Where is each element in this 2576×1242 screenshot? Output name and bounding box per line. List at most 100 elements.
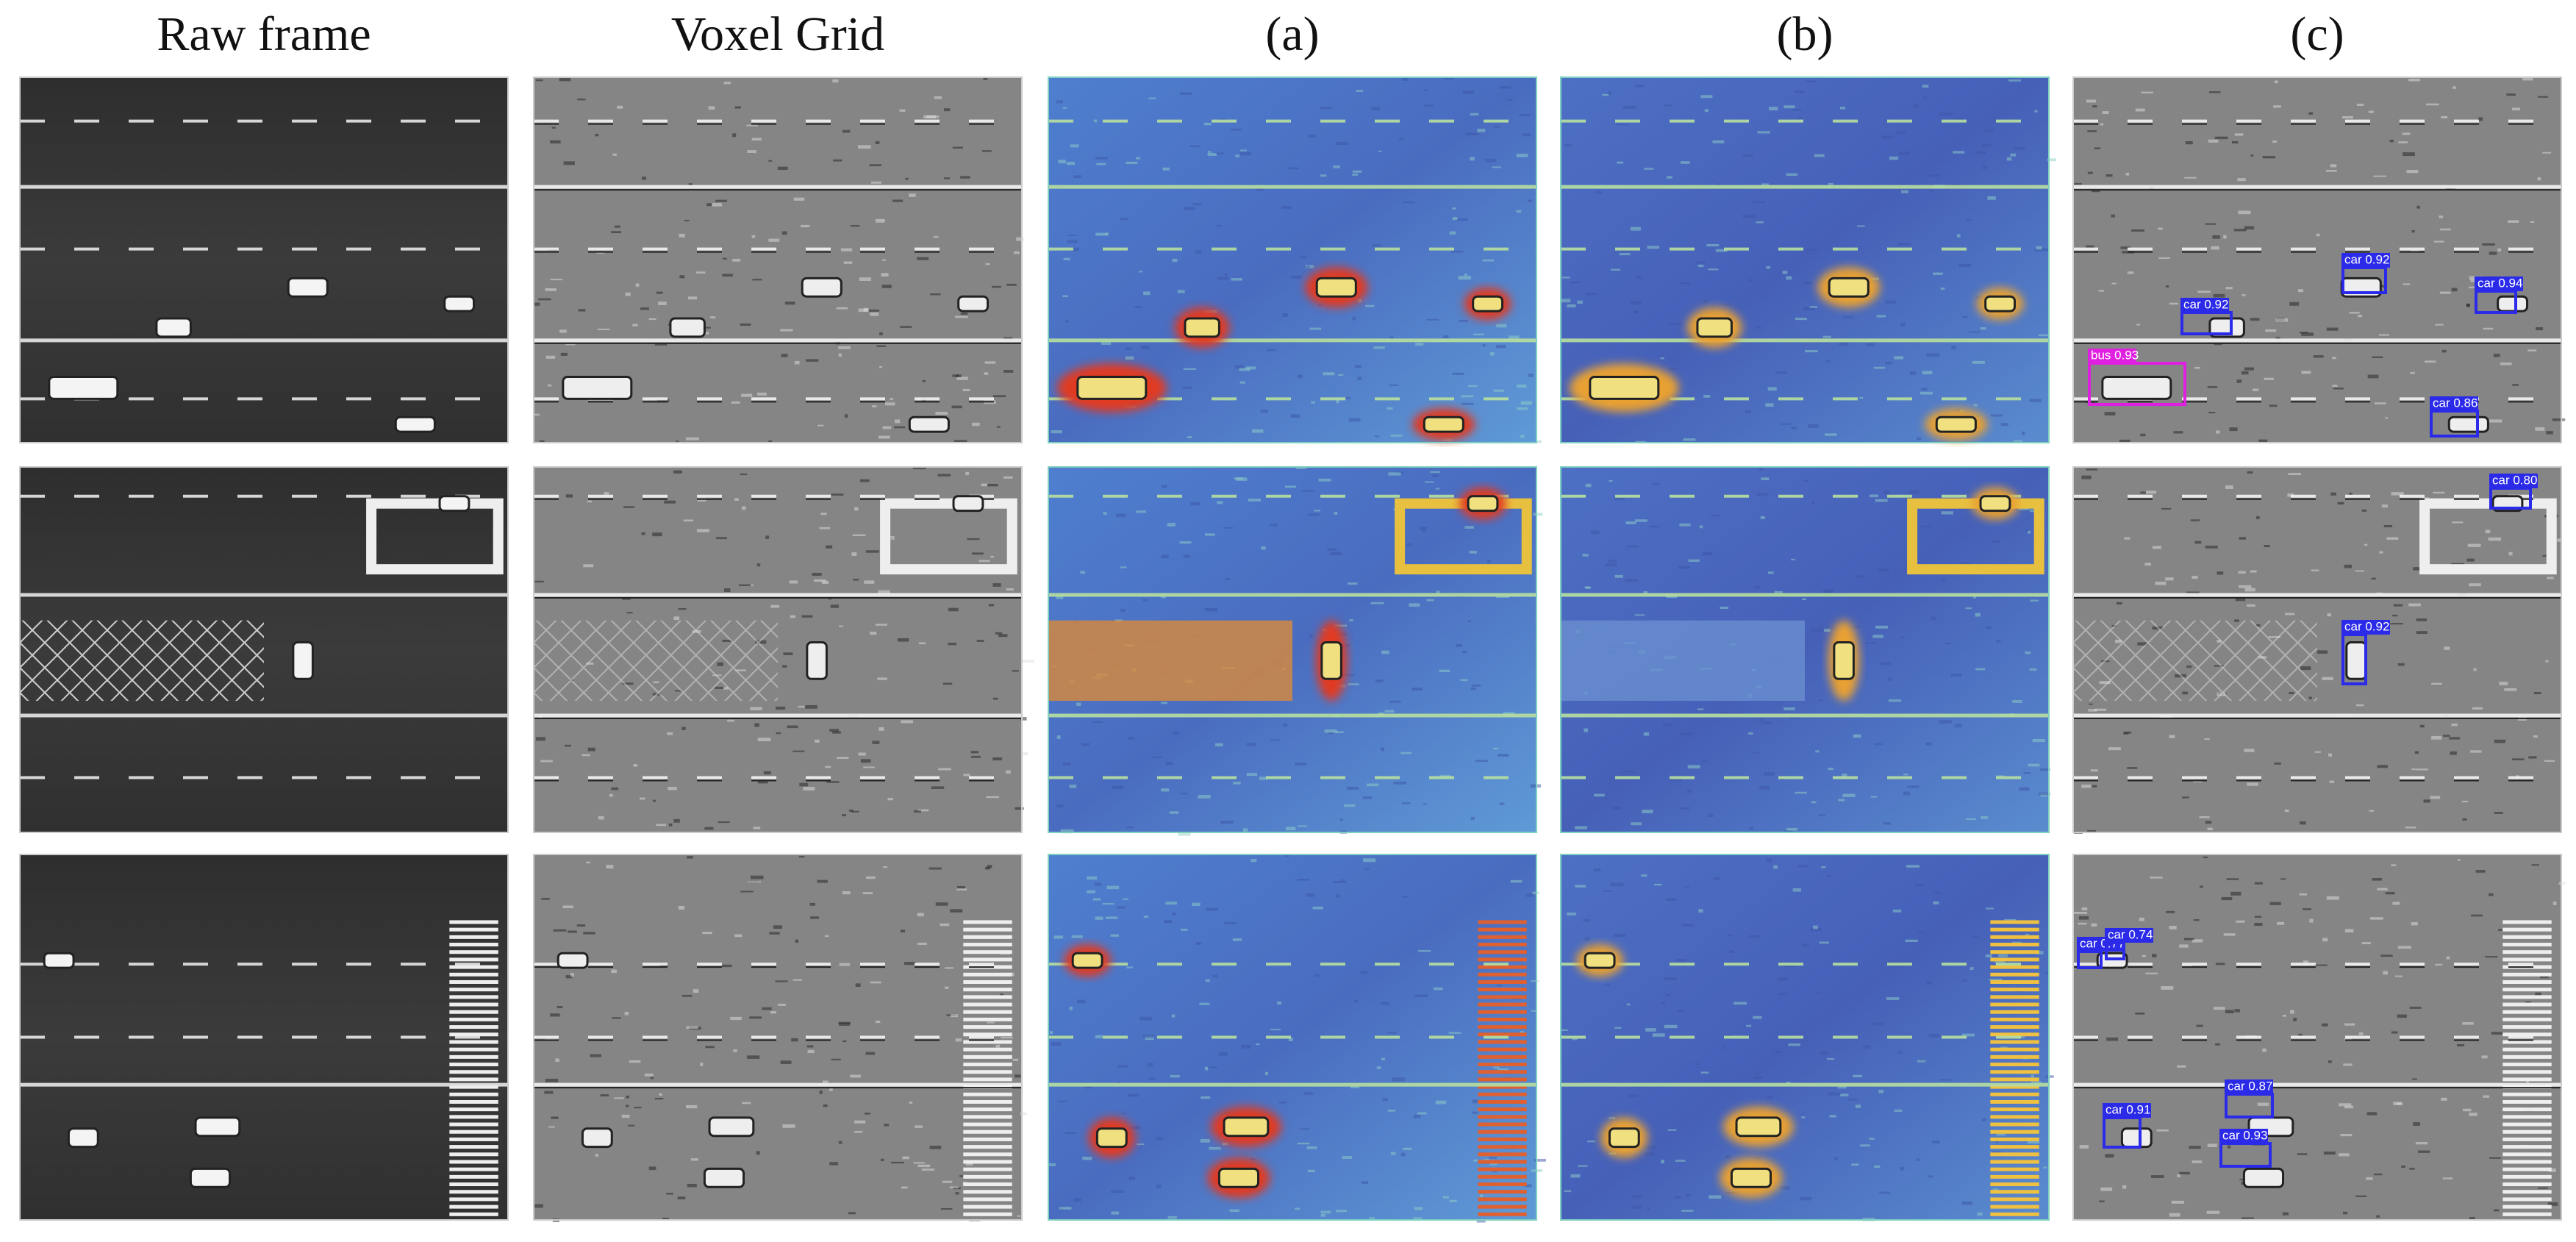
texture (1347, 786, 1359, 790)
texture (2031, 1074, 2034, 1078)
texture (1239, 151, 1252, 156)
texture (1239, 381, 1245, 384)
texture (1071, 935, 1083, 938)
texture (2538, 1187, 2548, 1189)
texture (740, 323, 751, 326)
texture (550, 1013, 560, 1017)
texture (1805, 350, 1818, 353)
panel-border (1048, 854, 1537, 1221)
panel-border (2072, 466, 2562, 833)
texture (2254, 882, 2263, 885)
texture (996, 426, 1001, 428)
texture (2230, 891, 2242, 896)
vehicle (708, 1116, 755, 1138)
texture (1435, 488, 1440, 490)
texture (2192, 1160, 2203, 1163)
texture (1412, 688, 1423, 690)
texture (1063, 257, 1070, 260)
texture (1982, 165, 1987, 170)
texture (2322, 677, 2333, 680)
detection-label: car 0.93 (2222, 1128, 2267, 1142)
crosswalk (1478, 927, 1527, 932)
texture (1161, 596, 1166, 599)
crosswalk (963, 1137, 1012, 1141)
texture (899, 109, 906, 112)
crosswalk (963, 1025, 1012, 1029)
texture (1449, 231, 1456, 235)
texture (1486, 560, 1491, 563)
texture (863, 307, 868, 312)
texture (1069, 785, 1077, 788)
texture (952, 374, 959, 377)
texture (1170, 1074, 1180, 1078)
texture (2392, 614, 2398, 617)
crosswalk (2502, 1017, 2552, 1021)
texture (826, 781, 840, 783)
texture (648, 1166, 656, 1171)
texture (1231, 278, 1242, 281)
texture (913, 810, 921, 813)
texture (2415, 1142, 2428, 1145)
texture (1336, 400, 1339, 404)
texture (1295, 467, 1306, 469)
texture (1746, 1024, 1752, 1027)
texture (551, 126, 556, 129)
texture (829, 1162, 839, 1166)
texture (1874, 743, 1883, 746)
crosswalk (2502, 1190, 2552, 1194)
texture (678, 607, 687, 610)
texture (882, 426, 892, 429)
texture (853, 579, 859, 581)
texture (1702, 552, 1713, 556)
texture (2411, 768, 2416, 771)
texture (1525, 893, 1534, 897)
texture (1432, 474, 1439, 477)
texture (1266, 349, 1276, 351)
texture (854, 1130, 863, 1133)
texture (935, 902, 948, 906)
texture (2508, 220, 2519, 223)
texture (1102, 903, 1115, 905)
crosswalk (2502, 1092, 2552, 1096)
texture (1973, 404, 1978, 407)
texture (1495, 344, 1506, 349)
texture (565, 494, 573, 498)
texture (1665, 993, 1671, 996)
texture (2316, 233, 2320, 237)
texture (738, 584, 751, 586)
texture (981, 150, 992, 152)
vehicle (189, 1167, 232, 1188)
texture (2124, 537, 2130, 540)
vehicle (443, 295, 476, 313)
texture (864, 580, 875, 584)
texture (2181, 965, 2192, 967)
texture (1725, 1154, 1731, 1159)
texture (2416, 205, 2420, 209)
texture (1587, 1141, 1596, 1143)
texture (2104, 412, 2116, 415)
texture (1605, 983, 1611, 986)
texture (1303, 265, 1310, 268)
texture (2293, 1018, 2297, 1021)
vehicle (703, 1167, 745, 1188)
crosswalk (1478, 1122, 1527, 1127)
texture (2441, 115, 2448, 119)
texture (1761, 721, 1772, 724)
texture (2435, 324, 2444, 326)
texture (2023, 771, 2031, 774)
texture (555, 1058, 559, 1063)
texture (656, 824, 666, 827)
texture (1417, 1112, 1427, 1115)
texture (2079, 1145, 2089, 1149)
texture (1622, 105, 1636, 109)
texture (859, 479, 870, 482)
texture (2203, 856, 2208, 859)
texture (1961, 1033, 1975, 1037)
crosswalk (1990, 1174, 2039, 1179)
texture (2525, 1001, 2532, 1004)
texture (942, 682, 953, 685)
texture (2092, 105, 2097, 108)
texture (1759, 718, 1764, 721)
texture (1833, 1157, 1839, 1160)
texture (1828, 768, 1833, 771)
